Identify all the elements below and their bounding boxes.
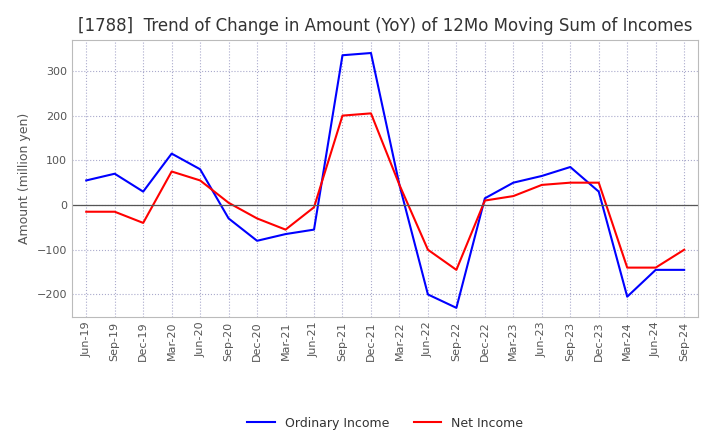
Ordinary Income	[196, 167, 204, 172]
Title: [1788]  Trend of Change in Amount (YoY) of 12Mo Moving Sum of Incomes: [1788] Trend of Change in Amount (YoY) o…	[78, 17, 693, 35]
Line: Net Income: Net Income	[86, 114, 684, 270]
Ordinary Income	[537, 173, 546, 179]
Net Income	[110, 209, 119, 214]
Ordinary Income	[566, 165, 575, 170]
Net Income	[423, 247, 432, 253]
Ordinary Income	[282, 231, 290, 237]
Net Income	[680, 247, 688, 253]
Y-axis label: Amount (million yen): Amount (million yen)	[18, 113, 31, 244]
Ordinary Income	[680, 267, 688, 272]
Net Income	[509, 194, 518, 199]
Net Income	[566, 180, 575, 185]
Net Income	[310, 205, 318, 210]
Net Income	[167, 169, 176, 174]
Ordinary Income	[253, 238, 261, 243]
Net Income	[480, 198, 489, 203]
Ordinary Income	[480, 196, 489, 201]
Ordinary Income	[167, 151, 176, 156]
Net Income	[139, 220, 148, 226]
Net Income	[196, 178, 204, 183]
Net Income	[395, 182, 404, 187]
Net Income	[82, 209, 91, 214]
Net Income	[366, 111, 375, 116]
Ordinary Income	[310, 227, 318, 232]
Legend: Ordinary Income, Net Income: Ordinary Income, Net Income	[242, 412, 528, 435]
Ordinary Income	[82, 178, 91, 183]
Net Income	[225, 200, 233, 205]
Net Income	[282, 227, 290, 232]
Ordinary Income	[623, 294, 631, 299]
Net Income	[652, 265, 660, 270]
Ordinary Income	[452, 305, 461, 311]
Line: Ordinary Income: Ordinary Income	[86, 53, 684, 308]
Ordinary Income	[423, 292, 432, 297]
Net Income	[338, 113, 347, 118]
Ordinary Income	[110, 171, 119, 176]
Net Income	[253, 216, 261, 221]
Net Income	[595, 180, 603, 185]
Ordinary Income	[509, 180, 518, 185]
Net Income	[452, 267, 461, 272]
Net Income	[537, 182, 546, 187]
Ordinary Income	[395, 182, 404, 187]
Ordinary Income	[139, 189, 148, 194]
Ordinary Income	[338, 53, 347, 58]
Ordinary Income	[595, 189, 603, 194]
Net Income	[623, 265, 631, 270]
Ordinary Income	[225, 216, 233, 221]
Ordinary Income	[366, 50, 375, 55]
Ordinary Income	[652, 267, 660, 272]
